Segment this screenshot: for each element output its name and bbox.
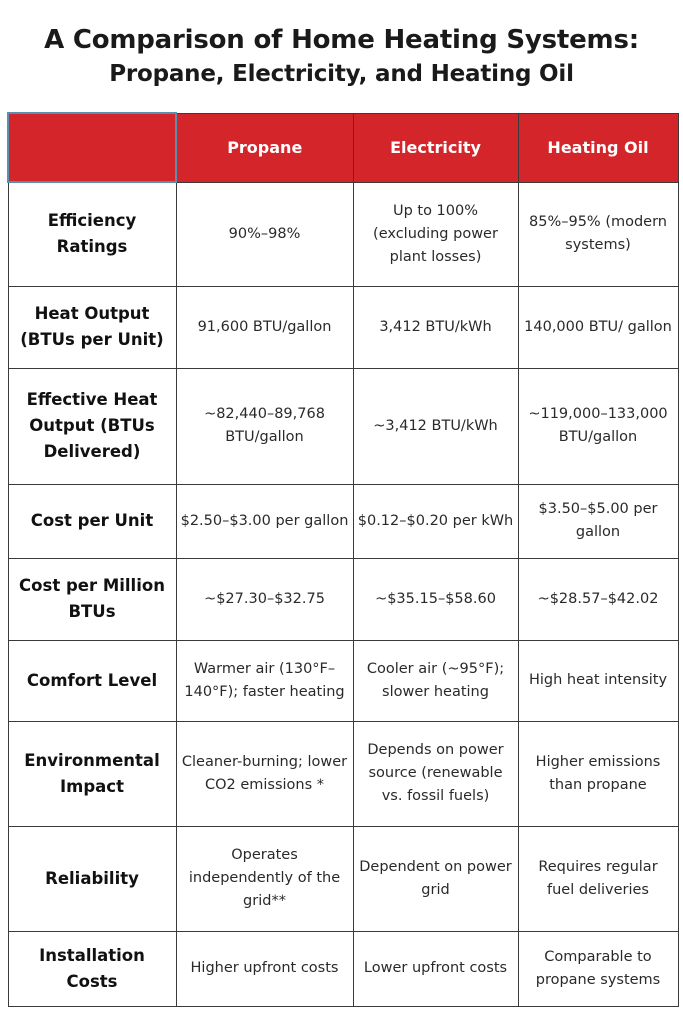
- table-header-row: Propane Electricity Heating Oil: [7, 112, 679, 183]
- cell-propane: Cleaner-burning; lower CO2 emissions *: [175, 720, 354, 827]
- cell-propane: $2.50–$3.00 per gallon: [175, 483, 354, 559]
- cell-electricity: Cooler air (~95°F); slower heating: [352, 639, 519, 722]
- cell-heating-oil: 85%–95% (modern systems): [517, 181, 679, 287]
- cell-electricity: ~$35.15–$58.60: [352, 557, 519, 641]
- row-label: Cost per Unit: [7, 483, 177, 559]
- cell-propane: 91,600 BTU/gallon: [175, 285, 354, 369]
- header-corner-cell: [7, 112, 177, 183]
- table-row-reliability: Reliability Operates independently of th…: [7, 825, 679, 932]
- row-label: Cost per Million BTUs: [7, 557, 177, 641]
- table-row-efficiency: Efficiency Ratings 90%–98% Up to 100% (e…: [7, 181, 679, 287]
- row-label: Heat Output (BTUs per Unit): [7, 285, 177, 369]
- cell-heating-oil: $3.50–$5.00 per gallon: [517, 483, 679, 559]
- cell-heating-oil: 140,000 BTU/ gallon: [517, 285, 679, 369]
- table-row-heat-output: Heat Output (BTUs per Unit) 91,600 BTU/g…: [7, 285, 679, 369]
- cell-propane: ~$27.30–$32.75: [175, 557, 354, 641]
- cell-electricity: $0.12–$0.20 per kWh: [352, 483, 519, 559]
- cell-heating-oil: Requires regular fuel deliveries: [517, 825, 679, 932]
- title-block: A Comparison of Home Heating Systems: Pr…: [0, 0, 683, 88]
- cell-propane: ~82,440–89,768 BTU/gallon: [175, 367, 354, 485]
- row-label: Efficiency Ratings: [7, 181, 177, 287]
- cell-heating-oil: ~$28.57–$42.02: [517, 557, 679, 641]
- page-title: A Comparison of Home Heating Systems:: [44, 25, 639, 55]
- cell-heating-oil: ~119,000–133,000 BTU/gallon: [517, 367, 679, 485]
- row-label: Installation Costs: [7, 930, 177, 1007]
- cell-electricity: 3,412 BTU/kWh: [352, 285, 519, 369]
- cell-electricity: Dependent on power grid: [352, 825, 519, 932]
- table-row-cost-per-unit: Cost per Unit $2.50–$3.00 per gallon $0.…: [7, 483, 679, 559]
- header-propane: Propane: [175, 112, 354, 183]
- cell-electricity: Lower upfront costs: [352, 930, 519, 1007]
- cell-propane: 90%–98%: [175, 181, 354, 287]
- cell-electricity: Depends on power source (renewable vs. f…: [352, 720, 519, 827]
- cell-heating-oil: Higher emissions than propane: [517, 720, 679, 827]
- table-row-environmental-impact: Environmental Impact Cleaner-burning; lo…: [7, 720, 679, 827]
- table-row-effective-heat-output: Effective Heat Output (BTUs Delivered) ~…: [7, 367, 679, 485]
- table-row-cost-per-million-btus: Cost per Million BTUs ~$27.30–$32.75 ~$3…: [7, 557, 679, 641]
- cell-propane: Operates independently of the grid**: [175, 825, 354, 932]
- table-row-installation-costs: Installation Costs Higher upfront costs …: [7, 930, 679, 1007]
- cell-propane: Warmer air (130°F–140°F); faster heating: [175, 639, 354, 722]
- row-label: Reliability: [7, 825, 177, 932]
- page-subtitle: Propane, Electricity, and Heating Oil: [109, 61, 574, 87]
- header-heating-oil: Heating Oil: [517, 112, 679, 183]
- comparison-table: Propane Electricity Heating Oil Efficien…: [7, 112, 679, 1007]
- header-electricity: Electricity: [352, 112, 519, 183]
- cell-heating-oil: Comparable to propane systems: [517, 930, 679, 1007]
- row-label: Effective Heat Output (BTUs Delivered): [7, 367, 177, 485]
- row-label: Comfort Level: [7, 639, 177, 722]
- table-row-comfort-level: Comfort Level Warmer air (130°F–140°F); …: [7, 639, 679, 722]
- cell-electricity: Up to 100% (excluding power plant losses…: [352, 181, 519, 287]
- cell-electricity: ~3,412 BTU/kWh: [352, 367, 519, 485]
- cell-propane: Higher upfront costs: [175, 930, 354, 1007]
- row-label: Environmental Impact: [7, 720, 177, 827]
- cell-heating-oil: High heat intensity: [517, 639, 679, 722]
